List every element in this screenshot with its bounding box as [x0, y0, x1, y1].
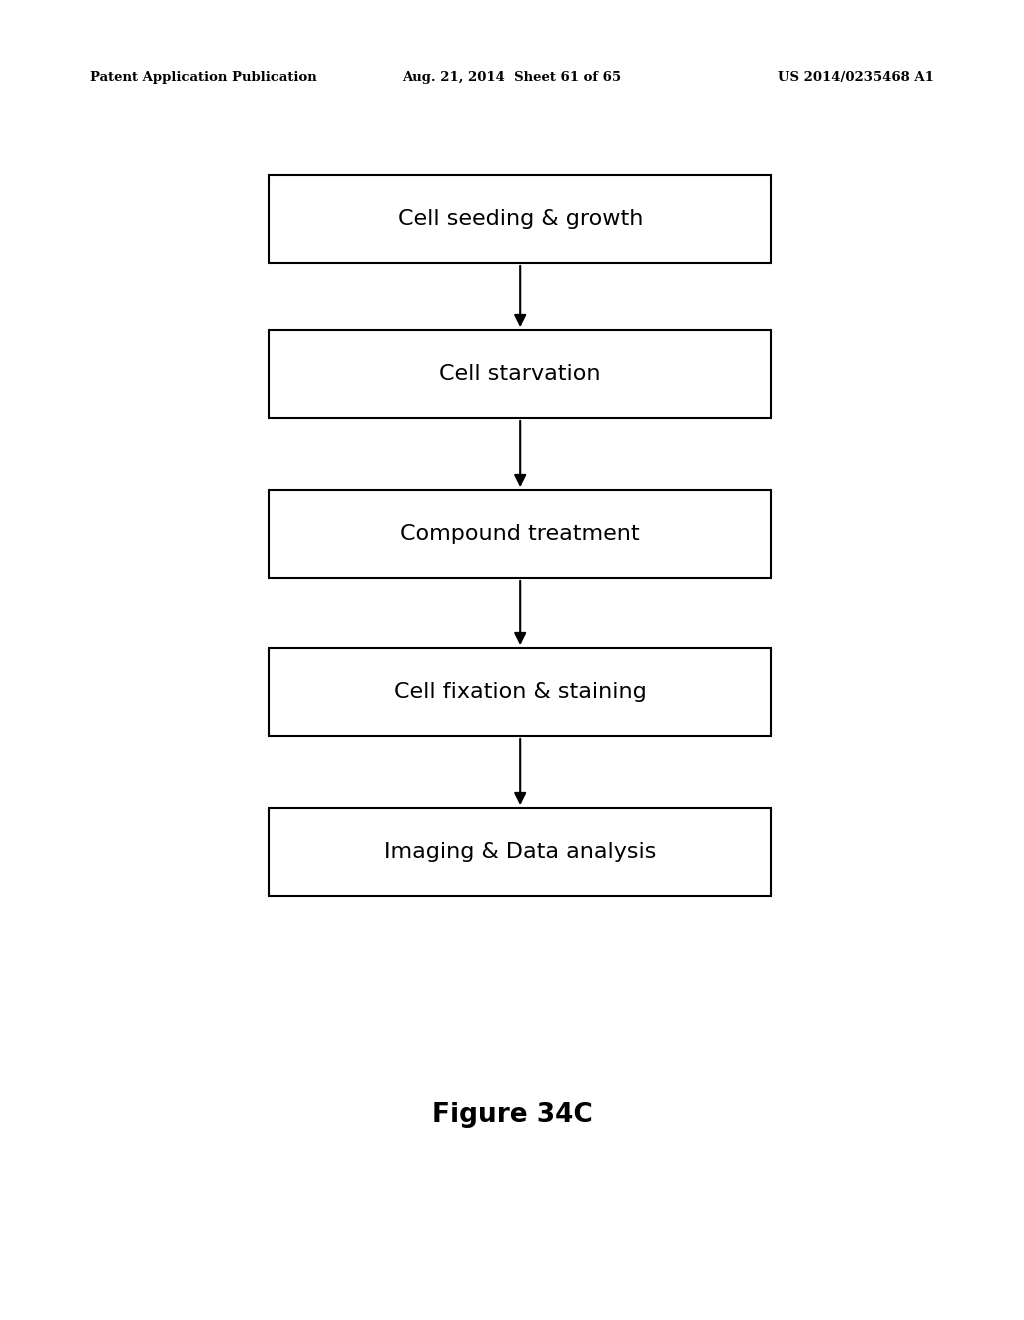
Bar — [269, 176, 771, 263]
Text: Figure 34C: Figure 34C — [432, 1102, 592, 1129]
Bar — [269, 808, 771, 896]
Text: Aug. 21, 2014  Sheet 61 of 65: Aug. 21, 2014 Sheet 61 of 65 — [402, 71, 622, 84]
Text: Cell seeding & growth: Cell seeding & growth — [397, 209, 643, 228]
Bar — [269, 648, 771, 737]
Bar — [269, 330, 771, 418]
Text: US 2014/0235468 A1: US 2014/0235468 A1 — [778, 71, 934, 84]
Text: Cell fixation & staining: Cell fixation & staining — [394, 682, 646, 702]
Text: Compound treatment: Compound treatment — [400, 524, 640, 544]
Text: Patent Application Publication: Patent Application Publication — [90, 71, 316, 84]
Text: Cell starvation: Cell starvation — [439, 364, 601, 384]
Text: Imaging & Data analysis: Imaging & Data analysis — [384, 842, 656, 862]
Bar — [269, 490, 771, 578]
